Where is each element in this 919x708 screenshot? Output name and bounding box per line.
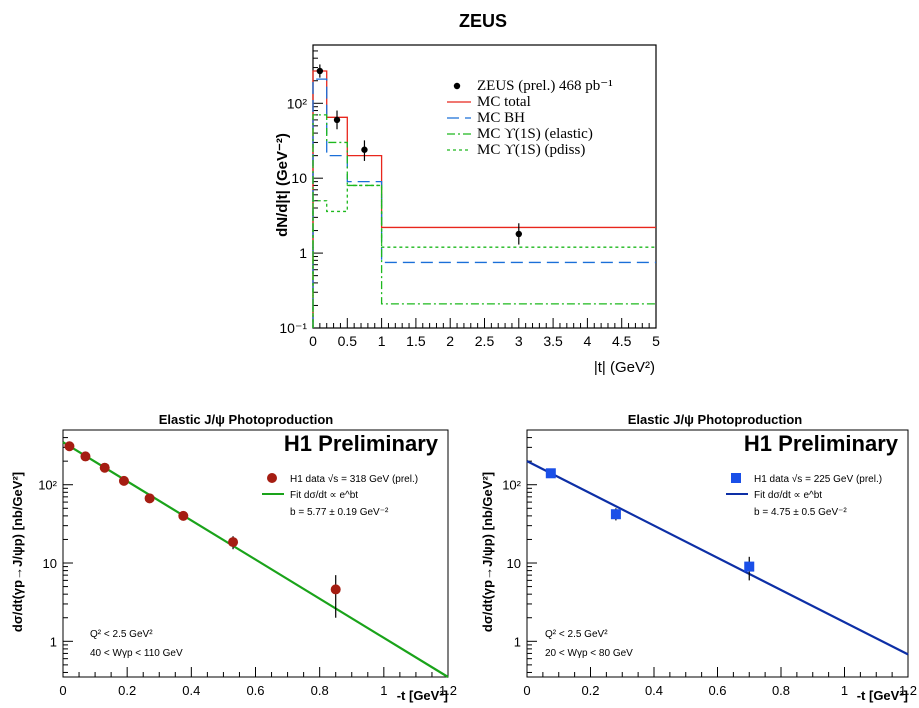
legend-label: H1 data √s = 225 GeV (prel.) [754,473,882,485]
h1-b-xtick-label: 0.4 [645,683,663,698]
zeus-data-point [316,67,324,75]
zeus-legend-label: MC ϒ(1S) (elastic) [477,126,593,142]
zeus-data-point [361,146,368,153]
data-point [118,475,129,486]
data-point [610,509,621,520]
zeus-legend-label: MC ϒ(1S) (pdiss) [477,142,585,158]
data-point [144,493,155,504]
zeus-xtick-label: 4.5 [612,333,632,349]
data-point [330,584,341,595]
zeus-legend-label: MC BH [477,110,525,126]
h1-a-ytick-label: 10 [43,556,57,571]
h1-a-xtick-label: 0.6 [246,683,264,698]
data-point [744,561,755,572]
zeus-xtick-label: 5 [652,333,660,349]
h1-b-ytick-label: 10 [507,556,521,571]
h1-b-xtick-label: 1 [841,683,848,698]
h1-a-xtick-label: 0.4 [182,683,200,698]
data-point [80,451,91,462]
h1-225-annotation-q2: Q² < 2.5 GeV² [545,629,608,640]
h1-318-legend: H1 data √s = 318 GeV (prel.) Fit dσ/dt ∝ … [262,473,418,518]
data-point [228,537,239,548]
h1-225-watermark: H1 Preliminary [744,431,899,456]
h1-225-ylabel: dσ/dt(γp→J/ψp) [nb/GeV²] [480,472,495,632]
zeus-title: ZEUS [459,11,507,31]
h1-a-xtick-label: 0 [59,683,66,698]
h1-318-annotation-q2: Q² < 2.5 GeV² [90,629,153,640]
h1-318-chart: Elastic J/ψ Photoproduction 0 0.2 0.4 0.6 0.… [10,412,457,703]
fit-line [526,460,909,656]
zeus-data-points [316,64,522,245]
zeus-xtick-label: 1.5 [406,333,426,349]
zeus-axis-ticks: 0 0.5 1 1.5 2 2.5 3 3.5 4 4.5 5 10⁻¹ 1 10 10² [279,44,660,349]
zeus-ylabel: dN/d|t| (GeV⁻²) [274,133,291,237]
h1-b-xtick-label: 1.2 [899,683,917,698]
zeus-xtick-label: 3.5 [543,333,563,349]
legend-marker [731,473,741,483]
h1-a-xtick-label: 0.2 [118,683,136,698]
data-point [545,468,556,479]
zeus-xtick-label: 0.5 [338,333,358,349]
zeus-ytick-label: 10⁻¹ [279,320,307,336]
h1-225-title: Elastic J/ψ Photoproduction [628,412,803,427]
h1-b-xtick-label: 0.2 [581,683,599,698]
legend-label: b = 5.77 ± 0.19 GeV⁻² [290,507,389,518]
zeus-xtick-label: 0 [309,333,317,349]
zeus-xtick-label: 1 [378,333,386,349]
h1-225-xlabel: -t [GeV²] [857,688,908,703]
zeus-xtick-label: 3 [515,333,523,349]
zeus-legend-label: ZEUS (prel.) 468 pb⁻¹ [477,78,613,94]
h1-225-axis-ticks: 0 0.2 0.4 0.6 0.8 1 1.2 1 10 10² [502,429,917,698]
zeus-xtick-label: 2 [446,333,454,349]
h1-318-watermark: H1 Preliminary [284,431,439,456]
h1-b-xtick-label: 0.6 [708,683,726,698]
h1-318-xlabel: -t [GeV²] [397,688,448,703]
data-point [178,510,189,521]
zeus-ytick-label: 10 [291,170,307,186]
legend-label: H1 data √s = 318 GeV (prel.) [290,473,418,485]
legend-label: b = 4.75 ± 0.5 GeV⁻² [754,507,847,518]
h1-225-fit-line [526,460,909,656]
h1-225-annotation-w: 20 < Wγp < 80 GeV [545,648,633,659]
h1-a-xtick-label: 1 [380,683,387,698]
h1-b-ytick-label: 10² [502,478,521,493]
zeus-legend-label: MC total [477,94,531,110]
zeus-ytick-label: 10² [287,95,308,111]
zeus-legend-marker [453,82,461,90]
h1-b-ytick-label: 1 [514,634,521,649]
h1-225-legend: H1 data √s = 225 GeV (prel.) Fit dσ/dt ∝ … [726,473,882,518]
zeus-xlabel: |t| (GeV²) [594,359,655,376]
zeus-hist-mc-1s-pdiss- [312,184,656,328]
zeus-xtick-label: 4 [584,333,592,349]
h1-318-axis-ticks: 0 0.2 0.4 0.6 0.8 1 1.2 1 10 10² [38,429,457,698]
data-point [99,462,110,473]
h1-b-xtick-label: 0.8 [772,683,790,698]
zeus-data-point [333,116,341,124]
legend-marker [267,473,277,483]
zeus-xtick-label: 2.5 [475,333,495,349]
zeus-data-point [515,230,522,238]
legend-label: Fit dσ/dt ∝ e^bt [754,490,822,501]
h1-318-data-points [64,441,341,618]
zeus-chart: ZEUS 0 0.5 1 1.5 2 2.5 3 3.5 4 4.5 5 10⁻¹ 1 10 10² ZEU… [274,11,660,376]
h1-225-chart: Elastic J/ψ Photoproduction 0 0.2 0.4 0.6 0.… [480,412,917,703]
h1-318-annotation-w: 40 < Wγp < 110 GeV [90,648,183,659]
h1-a-ytick-label: 10² [38,478,57,493]
legend-label: Fit dσ/dt ∝ e^bt [290,490,358,501]
h1-318-title: Elastic J/ψ Photoproduction [159,412,334,427]
h1-b-xtick-label: 0 [523,683,530,698]
zeus-ytick-label: 1 [299,245,307,261]
zeus-hist-mc-1s-elastic- [312,114,656,328]
h1-225-data-points [545,468,755,581]
h1-318-ylabel: dσ/dt(γp→J/ψp) [nb/GeV²] [10,472,25,632]
h1-a-xtick-label: 0.8 [311,683,329,698]
h1-a-ytick-label: 1 [50,634,57,649]
data-point [64,441,75,452]
h1-a-xtick-label: 1.2 [439,683,457,698]
